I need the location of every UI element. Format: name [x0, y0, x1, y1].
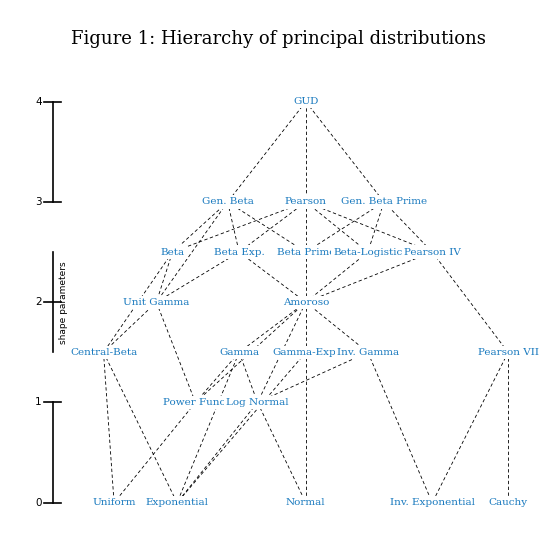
- Text: Pearson: Pearson: [285, 198, 327, 206]
- Text: Exponential: Exponential: [146, 498, 208, 507]
- Text: Cauchy: Cauchy: [489, 498, 528, 507]
- Text: 3: 3: [35, 197, 42, 207]
- Text: Normal: Normal: [286, 498, 326, 507]
- Text: Power Func.: Power Func.: [163, 398, 228, 407]
- Text: Uniform: Uniform: [92, 498, 136, 507]
- Text: Gen. Beta: Gen. Beta: [202, 198, 254, 206]
- Text: Pearson IV: Pearson IV: [404, 248, 461, 256]
- Text: 4: 4: [35, 97, 42, 107]
- Text: Amoroso: Amoroso: [282, 297, 329, 307]
- Text: Beta-Logistic: Beta-Logistic: [333, 248, 403, 256]
- Text: Log Normal: Log Normal: [226, 398, 289, 407]
- Text: Unit Gamma: Unit Gamma: [123, 297, 190, 307]
- Text: GUD: GUD: [293, 97, 319, 106]
- Text: Figure 1: Hierarchy of principal distributions: Figure 1: Hierarchy of principal distrib…: [71, 30, 485, 48]
- Text: Beta Prime: Beta Prime: [277, 248, 335, 256]
- Text: 0: 0: [35, 498, 42, 508]
- Text: 1: 1: [35, 397, 42, 407]
- Text: Gamma: Gamma: [219, 348, 259, 357]
- Text: Pearson VII: Pearson VII: [478, 348, 539, 357]
- Text: Gen. Beta Prime: Gen. Beta Prime: [341, 198, 427, 206]
- Text: Central-Beta: Central-Beta: [70, 348, 137, 357]
- Text: Inv. Gamma: Inv. Gamma: [337, 348, 399, 357]
- Text: 2: 2: [35, 297, 42, 307]
- Text: shape parameters: shape parameters: [59, 261, 68, 344]
- Text: Beta Exp.: Beta Exp.: [214, 248, 265, 256]
- Text: Gamma-Exp.: Gamma-Exp.: [272, 348, 339, 357]
- Text: Beta: Beta: [160, 248, 185, 256]
- Text: Inv. Exponential: Inv. Exponential: [390, 498, 475, 507]
